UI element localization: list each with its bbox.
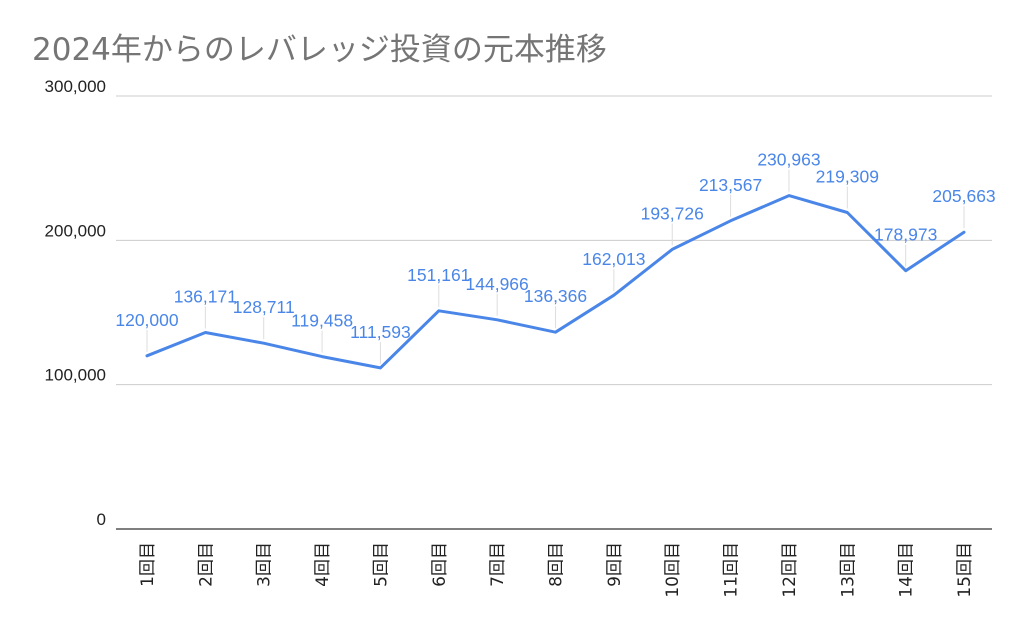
y-tick-label: 100,000 — [45, 366, 106, 385]
x-tick-label: 7回目 — [488, 542, 508, 587]
gridlines — [116, 95, 992, 530]
x-tick-label: 5回目 — [371, 542, 391, 587]
data-label: 213,567 — [699, 175, 762, 195]
data-label: 219,309 — [816, 166, 879, 186]
data-label: 136,171 — [174, 286, 237, 306]
data-label: 230,963 — [757, 150, 820, 170]
data-label: 151,161 — [407, 265, 470, 285]
x-tick-label: 11回目 — [722, 542, 742, 598]
x-tick-label: 6回目 — [430, 542, 450, 587]
y-axis-ticks: 0 100,000 200,000 300,000 — [45, 77, 106, 529]
series-line — [145, 194, 966, 370]
data-label: 178,973 — [874, 225, 937, 245]
data-label: 205,663 — [932, 186, 995, 206]
data-label: 162,013 — [582, 249, 645, 269]
x-tick-label: 13回目 — [838, 542, 858, 598]
y-tick-label: 0 — [97, 510, 106, 529]
data-label: 144,966 — [466, 274, 529, 294]
x-tick-label: 15回目 — [955, 542, 975, 598]
x-tick-label: 8回目 — [547, 542, 567, 587]
x-tick-label: 9回目 — [605, 542, 625, 587]
data-label: 193,726 — [641, 203, 704, 223]
series-line-layer — [145, 194, 966, 370]
x-axis-ticks: 1回目 2回目 3回目 4回目 5回目 6回目 7回目 8回目 9回目 10回目 11回目 12回目 1… — [138, 542, 975, 598]
x-tick-label: 4回目 — [313, 542, 333, 587]
x-tick-label: 2回目 — [196, 542, 216, 587]
x-tick-label: 10回目 — [663, 542, 683, 598]
data-label: 119,458 — [291, 311, 353, 331]
x-tick-label: 3回目 — [255, 542, 275, 587]
x-tick-label: 12回目 — [780, 542, 800, 598]
chart-title: 2024年からのレバレッジ投資の元本推移 — [32, 32, 607, 68]
data-label: 111,593 — [350, 322, 411, 342]
data-label: 120,000 — [115, 310, 179, 330]
x-tick-label: 14回目 — [897, 542, 917, 598]
label-leaders — [146, 169, 965, 364]
y-tick-label: 300,000 — [45, 77, 106, 96]
data-label: 128,711 — [233, 297, 295, 317]
x-tick-label: 1回目 — [138, 542, 158, 587]
y-tick-label: 200,000 — [45, 221, 106, 240]
data-label: 136,366 — [524, 286, 587, 306]
